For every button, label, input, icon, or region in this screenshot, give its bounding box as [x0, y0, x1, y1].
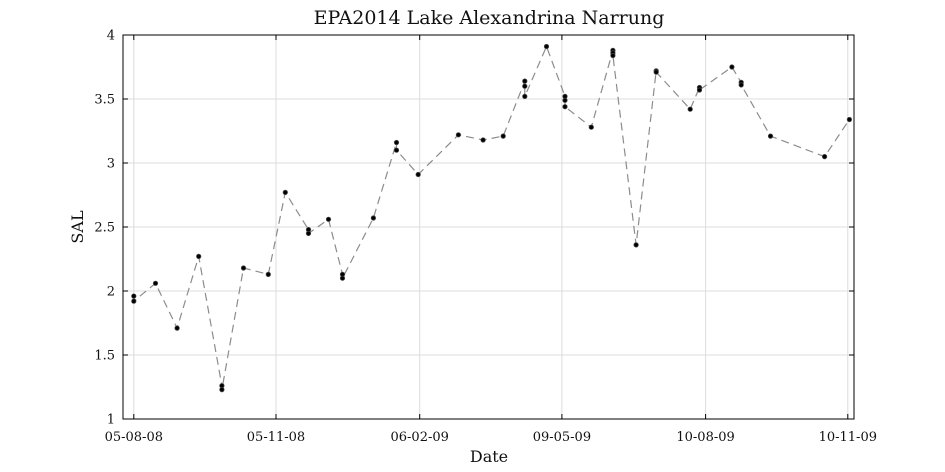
data-point	[196, 253, 202, 259]
data-point	[339, 275, 346, 281]
y-axis-label: SAL	[68, 210, 87, 244]
data-point	[393, 139, 400, 146]
x-tick-label: 09-05-09	[533, 430, 591, 445]
x-tick-label: 05-11-08	[247, 430, 305, 445]
x-tick-label: 10-11-09	[819, 430, 877, 445]
x-axis: 05-08-08 05-11-08 06-02-09 09-05-09 10-08-09…	[105, 35, 877, 445]
chart-title: EPA2014 Lake Alexandrina Narrung	[314, 7, 665, 29]
data-point	[687, 106, 693, 112]
x-tick-label: 06-02-09	[390, 430, 448, 445]
data-point	[633, 242, 639, 248]
data-point	[305, 230, 312, 236]
series-layer	[131, 43, 853, 393]
data-point	[846, 116, 853, 123]
x-tick-label: 05-08-08	[105, 430, 163, 445]
data-point	[821, 154, 828, 160]
data-point	[393, 147, 400, 153]
y-tick-label: 2.5	[94, 221, 115, 236]
data-point	[610, 52, 616, 59]
y-tick-label: 3	[107, 157, 115, 172]
x-axis-label: Date	[470, 447, 508, 466]
data-point	[265, 271, 271, 277]
data-point	[500, 133, 506, 139]
data-point	[455, 132, 461, 138]
data-point	[653, 69, 659, 75]
data-point	[562, 104, 568, 110]
data-point	[282, 189, 288, 195]
y-tick-label: 2	[107, 285, 115, 300]
data-point	[522, 83, 528, 89]
y-tick-label: 3.5	[94, 93, 115, 108]
data-point	[131, 293, 137, 299]
data-point	[543, 43, 550, 50]
data-point	[480, 137, 486, 143]
data-point	[219, 386, 225, 393]
y-tick-label: 1.5	[94, 349, 115, 364]
data-point	[588, 124, 594, 130]
y-tick-label: 4	[107, 29, 115, 44]
data-point	[522, 78, 528, 84]
grid	[123, 34, 854, 420]
x-tick-label: 10-08-09	[676, 430, 734, 445]
y-axis: 1 1.5 2 2.5 3 3.5 4	[94, 29, 854, 428]
data-point	[370, 215, 376, 221]
data-point	[174, 325, 180, 331]
data-point	[738, 82, 744, 88]
data-point	[696, 87, 703, 93]
data-point	[562, 97, 568, 103]
data-point	[522, 93, 528, 100]
data-point	[131, 298, 137, 304]
series-line	[133, 44, 850, 390]
data-point	[325, 216, 332, 222]
y-tick-label: 1	[107, 413, 115, 428]
data-point	[767, 133, 774, 139]
data-point	[152, 280, 159, 286]
data-point	[729, 64, 735, 70]
data-point	[415, 171, 421, 178]
data-point	[240, 265, 247, 271]
